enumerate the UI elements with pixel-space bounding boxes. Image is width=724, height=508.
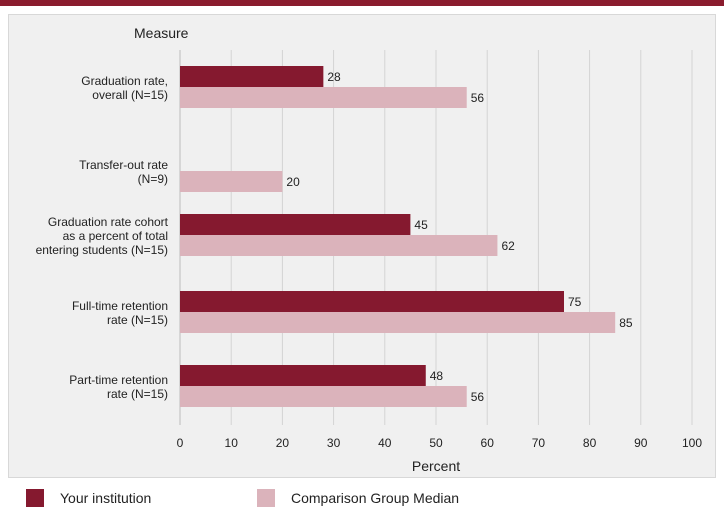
value-label-your-institution-0: 28 xyxy=(327,70,341,84)
bar-comparison-median-4 xyxy=(180,386,467,407)
bar-your-institution-0 xyxy=(180,66,324,87)
value-label-your-institution-4: 48 xyxy=(430,369,444,383)
category-label-2-line-1: as a percent of total xyxy=(63,229,168,243)
category-label-4-line-0: Part-time retention xyxy=(69,373,168,387)
legend: Your institution Comparison Group Median xyxy=(26,488,716,508)
x-axis-title: Percent xyxy=(412,458,460,474)
bar-comparison-median-2 xyxy=(180,235,498,256)
legend-item-your-institution: Your institution xyxy=(26,488,151,508)
category-label-4-line-1: rate (N=15) xyxy=(107,387,168,401)
category-label-0-line-0: Graduation rate, xyxy=(81,74,168,88)
x-tick-label-30: 30 xyxy=(327,436,341,450)
x-tick-label-20: 20 xyxy=(276,436,290,450)
category-label-2-line-0: Graduation rate cohort xyxy=(48,215,169,229)
category-label-1-line-1: (N=9) xyxy=(138,172,168,186)
x-tick-label-50: 50 xyxy=(429,436,443,450)
legend-swatch-your-institution xyxy=(26,489,44,507)
value-label-comparison-median-4: 56 xyxy=(471,390,485,404)
top-accent-bar xyxy=(0,0,724,6)
legend-label-comparison-median: Comparison Group Median xyxy=(291,490,460,506)
value-label-comparison-median-0: 56 xyxy=(471,91,485,105)
category-label-2-line-2: entering students (N=15) xyxy=(36,243,168,257)
bar-comparison-median-1 xyxy=(180,171,283,192)
category-label-1-line-0: Transfer-out rate xyxy=(79,158,168,172)
x-tick-label-80: 80 xyxy=(583,436,597,450)
x-tick-label-0: 0 xyxy=(177,436,184,450)
value-label-comparison-median-3: 85 xyxy=(619,316,633,330)
legend-label-your-institution: Your institution xyxy=(60,490,152,506)
value-label-comparison-median-2: 62 xyxy=(501,239,515,253)
category-label-3-line-0: Full-time retention xyxy=(72,299,168,313)
value-label-comparison-median-1: 20 xyxy=(286,175,300,189)
chart-svg: 0 10 20 30 40 50 60 70 80 90 100 Graduation rate,ov… xyxy=(36,25,703,474)
x-tick-label-90: 90 xyxy=(634,436,648,450)
x-tick-label-70: 70 xyxy=(532,436,546,450)
category-axis-title: Measure xyxy=(134,25,189,41)
x-tick-label-60: 60 xyxy=(481,436,495,450)
bar-comparison-median-3 xyxy=(180,312,616,333)
x-tick-label-40: 40 xyxy=(378,436,392,450)
x-tick-label-10: 10 xyxy=(225,436,239,450)
value-label-your-institution-3: 75 xyxy=(568,295,582,309)
bar-your-institution-3 xyxy=(180,291,564,312)
bar-your-institution-2 xyxy=(180,214,411,235)
x-tick-label-100: 100 xyxy=(682,436,702,450)
bar-your-institution-4 xyxy=(180,365,426,386)
category-label-3-line-1: rate (N=15) xyxy=(107,313,168,327)
labels: 0 10 20 30 40 50 60 70 80 90 100 Graduation rate,ov… xyxy=(36,70,703,450)
legend-swatch-comparison-median xyxy=(257,489,275,507)
bars xyxy=(180,66,616,407)
value-label-your-institution-2: 45 xyxy=(414,218,428,232)
bar-comparison-median-0 xyxy=(180,87,467,108)
category-label-0-line-1: overall (N=15) xyxy=(92,88,168,102)
legend-item-comparison-median: Comparison Group Median xyxy=(257,488,459,508)
